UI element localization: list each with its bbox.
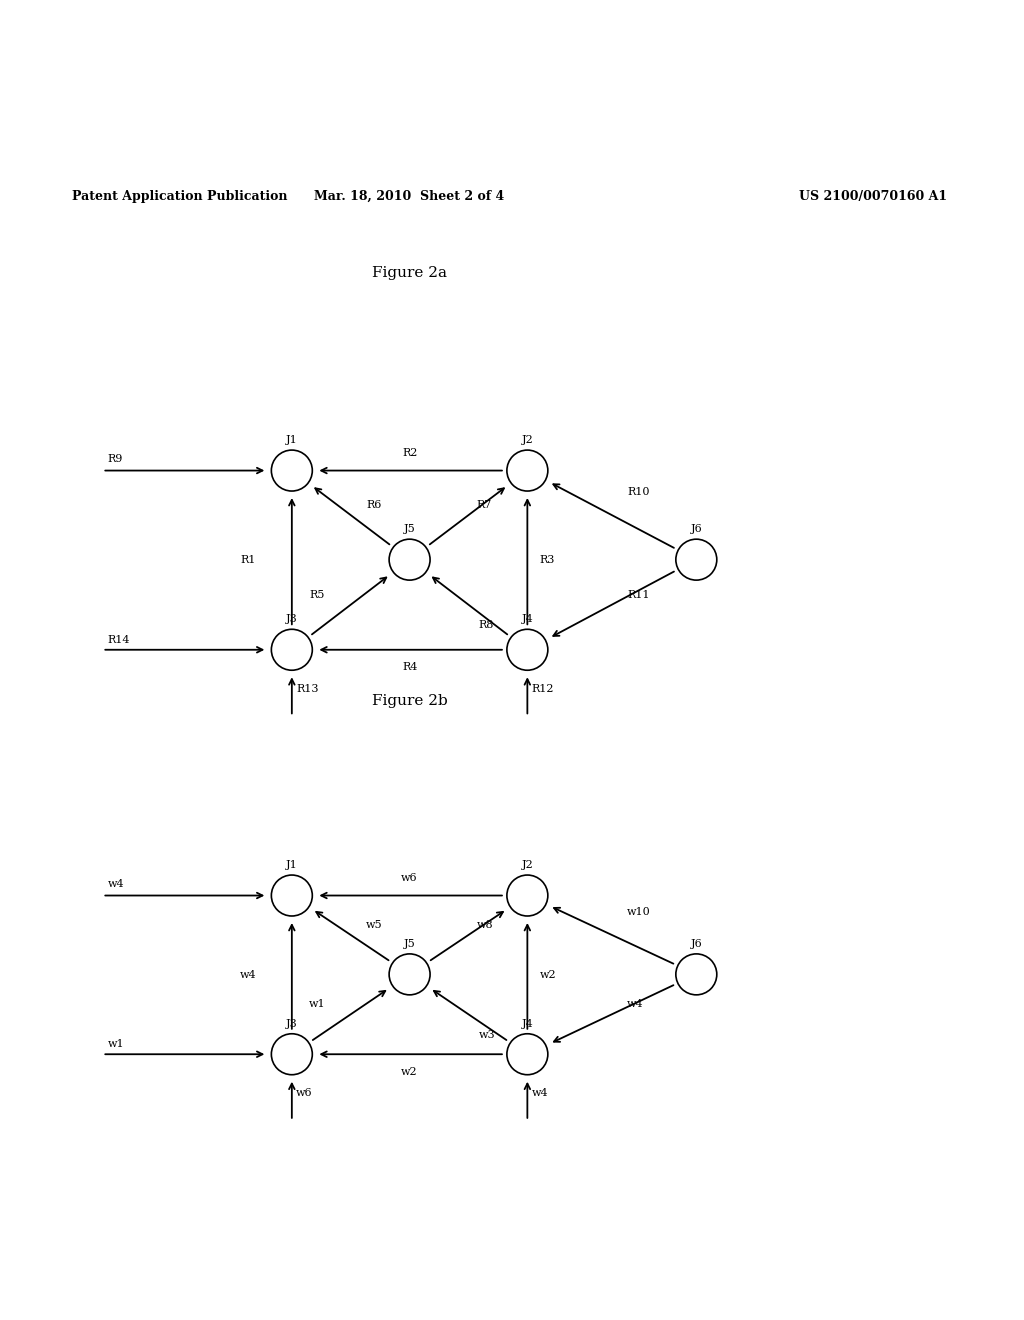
Text: J2: J2 [521,436,534,445]
Circle shape [507,875,548,916]
Circle shape [271,450,312,491]
Text: R14: R14 [108,635,130,644]
Text: J1: J1 [286,859,298,870]
Text: w8: w8 [477,920,494,929]
Text: w2: w2 [540,970,556,979]
Text: Figure 2b: Figure 2b [372,694,447,708]
Text: J6: J6 [690,524,702,535]
Text: R6: R6 [367,500,382,510]
Text: R11: R11 [627,590,649,599]
Circle shape [676,539,717,579]
Text: J6: J6 [690,939,702,949]
Text: R9: R9 [108,454,123,465]
Text: w4: w4 [627,999,644,1010]
Text: w1: w1 [308,999,326,1010]
Text: w3: w3 [479,1030,496,1040]
Text: w4: w4 [108,879,124,890]
Text: Patent Application Publication: Patent Application Publication [72,190,287,203]
Text: w10: w10 [627,907,651,916]
Text: w6: w6 [401,874,418,883]
Circle shape [507,450,548,491]
Text: R10: R10 [627,487,649,496]
Text: J4: J4 [521,1019,534,1028]
Text: w1: w1 [108,1039,124,1049]
Circle shape [676,954,717,995]
Text: J3: J3 [286,1019,298,1028]
Text: Figure 2a: Figure 2a [372,265,447,280]
Circle shape [271,875,312,916]
Text: J5: J5 [403,524,416,535]
Text: R4: R4 [401,663,418,672]
Text: R1: R1 [241,556,256,565]
Circle shape [507,1034,548,1074]
Text: J4: J4 [521,614,534,624]
Text: J5: J5 [403,939,416,949]
Text: R3: R3 [540,556,555,565]
Text: R12: R12 [531,684,554,694]
Text: R2: R2 [401,449,418,458]
Text: J2: J2 [521,859,534,870]
Circle shape [389,954,430,995]
Circle shape [389,539,430,579]
Text: R8: R8 [479,620,495,630]
Text: w4: w4 [531,1088,548,1098]
Text: w4: w4 [240,970,256,979]
Text: J3: J3 [286,614,298,624]
Circle shape [271,630,312,671]
Text: J1: J1 [286,436,298,445]
Circle shape [271,1034,312,1074]
Text: R13: R13 [296,684,318,694]
Text: R5: R5 [309,590,326,599]
Text: Mar. 18, 2010  Sheet 2 of 4: Mar. 18, 2010 Sheet 2 of 4 [314,190,505,203]
Circle shape [507,630,548,671]
Text: w6: w6 [296,1088,312,1098]
Text: R7: R7 [477,500,492,510]
Text: w5: w5 [367,920,383,929]
Text: US 2100/0070160 A1: US 2100/0070160 A1 [799,190,947,203]
Text: w2: w2 [401,1067,418,1077]
